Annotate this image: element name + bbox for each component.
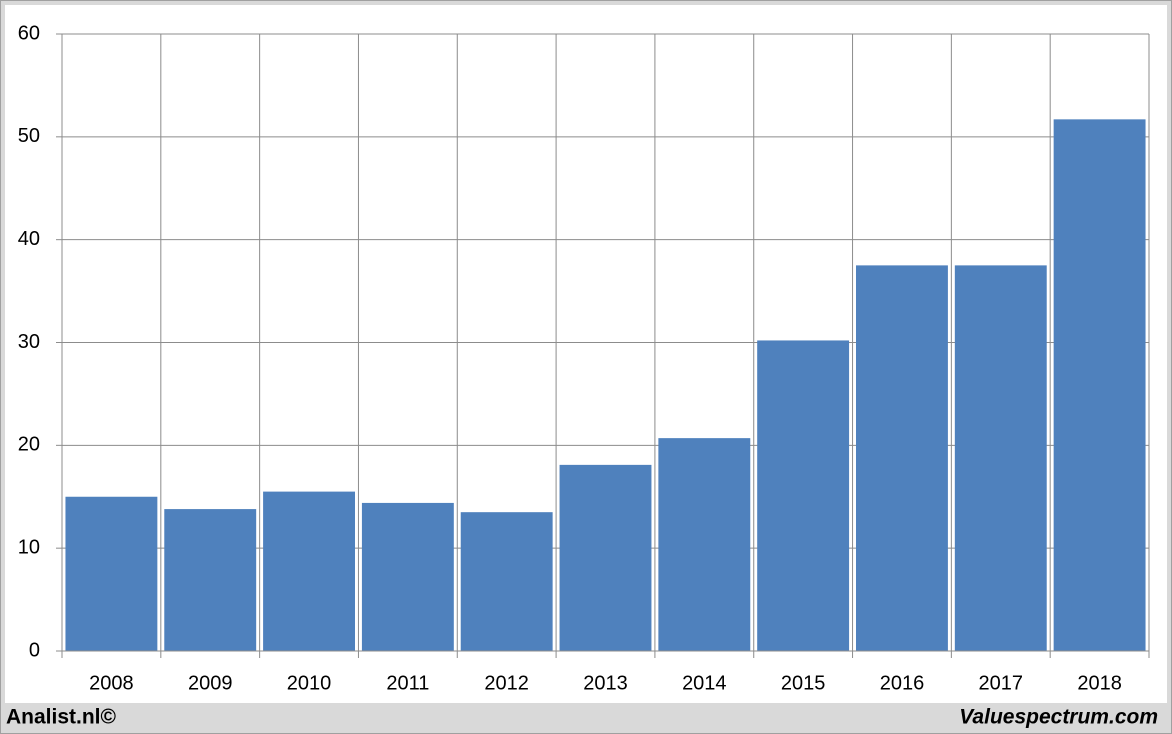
bar (856, 265, 948, 651)
bar (361, 502, 454, 651)
x-tick-label: 2013 (583, 672, 628, 694)
x-tick-label: 2008 (89, 672, 134, 694)
credit-left: Analist.nl© (6, 706, 117, 729)
x-tick-label: 2018 (1077, 672, 1122, 694)
y-tick-label: 0 (29, 639, 40, 661)
y-tick-label: 30 (18, 331, 40, 353)
x-tick-label: 2014 (682, 672, 727, 694)
y-tick-label: 60 (18, 22, 40, 44)
x-tick-label: 2015 (781, 672, 826, 694)
bar (65, 496, 158, 651)
y-tick-label: 10 (18, 536, 40, 558)
bar (954, 265, 1047, 651)
y-tick-label: 50 (18, 125, 40, 147)
bar (757, 340, 850, 651)
x-tick-label: 2010 (287, 672, 332, 694)
bar (263, 491, 355, 651)
x-tick-label: 2009 (188, 672, 233, 694)
credit-right: Valuespectrum.com (959, 706, 1158, 729)
bar (164, 509, 257, 651)
x-tick-label: 2012 (484, 672, 529, 694)
x-tick-label: 2011 (386, 672, 429, 694)
x-tick-label: 2017 (979, 672, 1024, 694)
y-tick-label: 20 (18, 434, 40, 456)
bar (559, 464, 652, 651)
x-tick-label: 2016 (880, 672, 925, 694)
y-tick-label: 40 (18, 228, 40, 250)
bar (1053, 119, 1146, 651)
bar (460, 512, 553, 651)
bar (658, 438, 751, 651)
